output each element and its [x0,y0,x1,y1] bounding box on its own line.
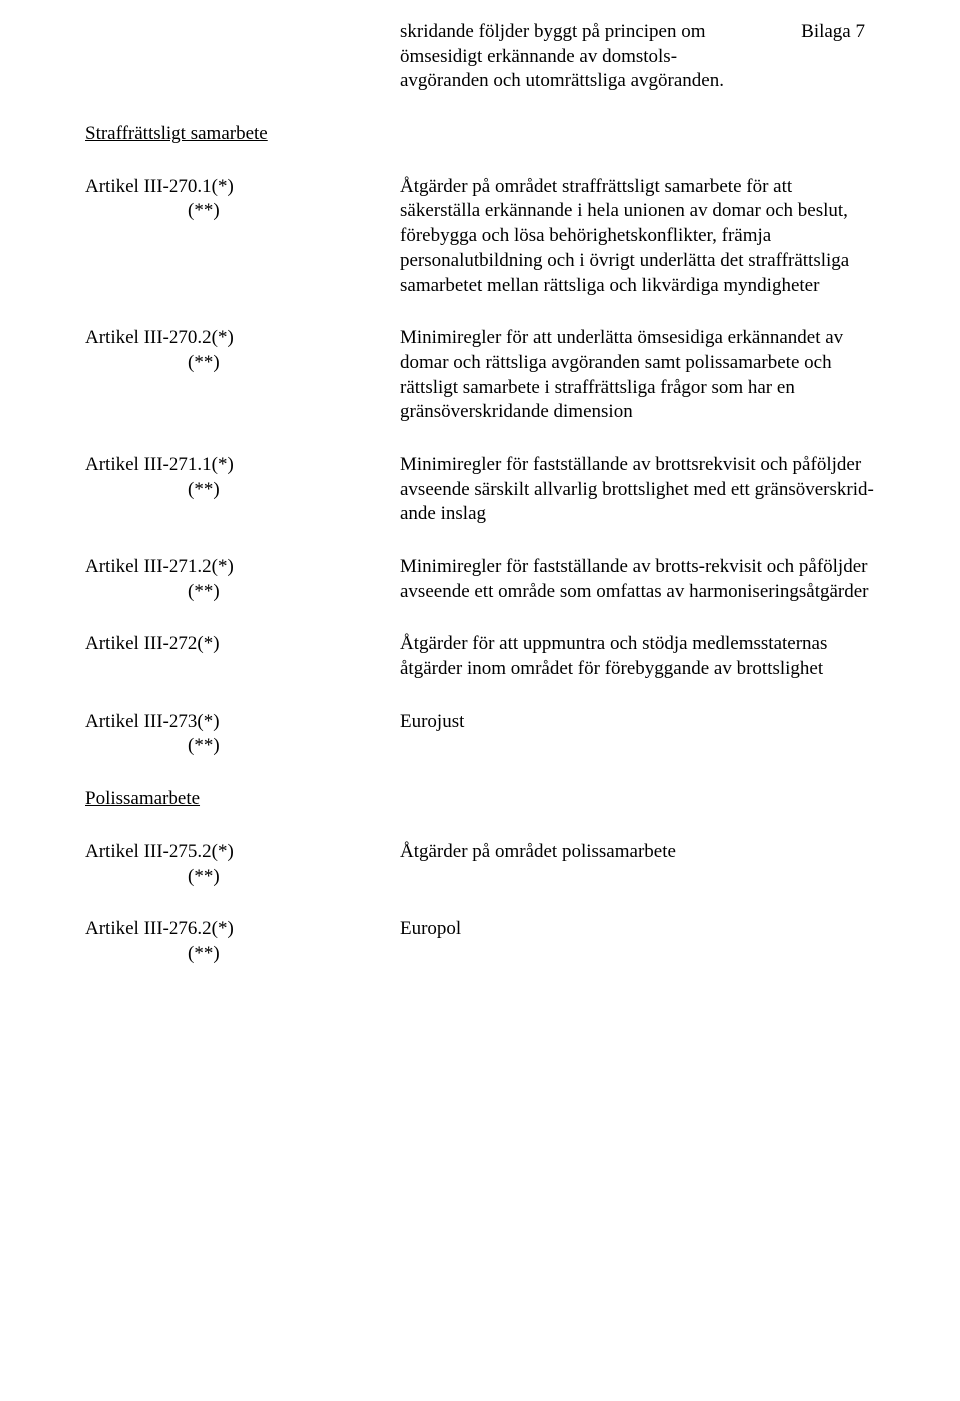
intro-line-1: skridande följder byggt på principen om [400,21,706,42]
article-number: Artikel III-273(*) [85,711,220,732]
page-header-bilaga: Bilaga 7 [781,20,865,45]
article-desc: Åtgärder för att uppmuntra och stödja me… [400,632,875,681]
article-ref: Artikel III-271.2(*) (**) [85,555,400,604]
article-ref: Artikel III-270.2(*) (**) [85,326,400,375]
section-heading-polissamarbete: Polissamarbete [85,787,875,812]
intro-line-3: avgöranden och utomrättsliga avgöranden. [400,70,724,91]
section1-heading-text: Straffrättsligt samarbete [85,123,268,144]
article-desc: Europol [400,917,875,942]
article-desc: Minimiregler för att underlätta ömsesidi… [400,326,875,425]
article-number: Artikel III-276.2(*) [85,918,234,939]
article-entry: Artikel III-275.2(*) (**) Åtgärder på om… [85,840,875,889]
intro-text: skridande följder byggt på principen om … [400,20,724,94]
article-entry: Artikel III-270.1(*) (**) Åtgärder på om… [85,175,875,298]
article-stars: (**) [85,199,220,224]
article-ref: Artikel III-270.1(*) (**) [85,175,400,224]
article-ref: Artikel III-271.1(*) (**) [85,453,400,502]
article-entry: Artikel III-273(*) (**) Eurojust [85,710,875,759]
article-number: Artikel III-270.1(*) [85,176,234,197]
article-number: Artikel III-271.2(*) [85,556,234,577]
article-entry: Artikel III-270.2(*) (**) Minimiregler f… [85,326,875,425]
article-ref: Artikel III-276.2(*) (**) [85,917,400,966]
section2-heading-text: Polissamarbete [85,788,200,809]
intro-block: skridande följder byggt på principen om … [85,20,875,94]
article-desc: Åtgärder på området polissamarbete [400,840,875,865]
article-number: Artikel III-271.1(*) [85,454,234,475]
section-heading-straffrattsligt: Straffrättsligt samarbete [85,122,875,147]
article-desc: Minimiregler för fastställande av brotts… [400,555,875,604]
article-entry: Artikel III-276.2(*) (**) Europol [85,917,875,966]
article-desc: Åtgärder på området straffrättsligt sama… [400,175,875,298]
intro-left-spacer [85,20,400,94]
article-stars: (**) [85,478,220,503]
article-entry: Artikel III-272(*) Åtgärder för att uppm… [85,632,875,681]
article-stars: (**) [85,942,220,967]
article-stars: (**) [85,351,220,376]
article-ref: Artikel III-275.2(*) (**) [85,840,400,889]
article-entry: Artikel III-271.1(*) (**) Minimiregler f… [85,453,875,527]
intro-line-2: ömsesidigt erkännande av domstols- [400,46,677,67]
intro-right: skridande följder byggt på principen om … [400,20,875,94]
article-desc: Eurojust [400,710,875,735]
article-stars: (**) [85,734,220,759]
article-stars: (**) [85,865,220,890]
article-number: Artikel III-272(*) [85,633,220,654]
article-desc: Minimiregler för fastställande av brotts… [400,453,875,527]
article-ref: Artikel III-272(*) [85,632,400,657]
article-entry: Artikel III-271.2(*) (**) Minimiregler f… [85,555,875,604]
article-ref: Artikel III-273(*) (**) [85,710,400,759]
article-stars: (**) [85,580,220,605]
article-number: Artikel III-270.2(*) [85,327,234,348]
article-number: Artikel III-275.2(*) [85,841,234,862]
